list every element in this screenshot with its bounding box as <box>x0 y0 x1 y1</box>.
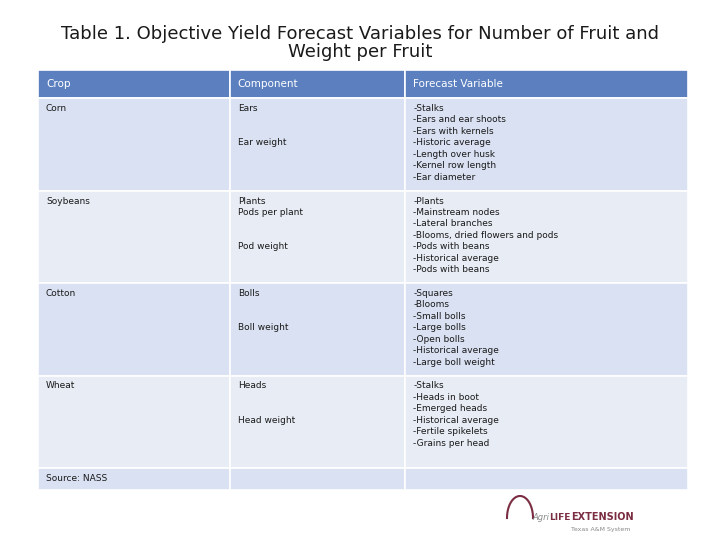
Text: Corn: Corn <box>46 104 67 113</box>
Bar <box>230 375 405 468</box>
Text: Component: Component <box>238 79 298 89</box>
Text: Agri: Agri <box>532 513 549 522</box>
Text: Texas A&M System: Texas A&M System <box>571 527 631 532</box>
Text: Table 1. Objective Yield Forecast Variables for Number of Fruit and: Table 1. Objective Yield Forecast Variab… <box>61 25 659 43</box>
Bar <box>230 70 405 98</box>
Text: Soybeans: Soybeans <box>46 197 90 206</box>
Bar <box>38 70 230 98</box>
Text: Weight per Fruit: Weight per Fruit <box>288 43 432 61</box>
Text: Ears


Ear weight: Ears Ear weight <box>238 104 287 147</box>
Bar <box>38 283 230 375</box>
Bar <box>405 70 688 98</box>
Bar <box>38 191 230 283</box>
Text: Forecast Variable: Forecast Variable <box>413 79 503 89</box>
Bar <box>38 375 230 468</box>
Text: -Plants
-Mainstream nodes
-Lateral branches
-Blooms, dried flowers and pods
-Pod: -Plants -Mainstream nodes -Lateral branc… <box>413 197 559 274</box>
Text: LIFE: LIFE <box>549 513 570 522</box>
Bar <box>405 468 688 490</box>
Text: Bolls


Boll weight: Bolls Boll weight <box>238 289 288 332</box>
Text: Crop: Crop <box>46 79 71 89</box>
Bar <box>230 468 405 490</box>
Text: -Squares
-Blooms
-Small bolls
-Large bolls
-Open bolls
-Historical average
-Larg: -Squares -Blooms -Small bolls -Large bol… <box>413 289 499 367</box>
Text: Heads


Head weight: Heads Head weight <box>238 381 295 425</box>
Text: Cotton: Cotton <box>46 289 76 298</box>
Bar <box>230 283 405 375</box>
Bar <box>230 191 405 283</box>
Text: -Stalks
-Heads in boot
-Emerged heads
-Historical average
-Fertile spikelets
-Gr: -Stalks -Heads in boot -Emerged heads -H… <box>413 381 499 448</box>
Text: Source: NASS: Source: NASS <box>46 474 107 483</box>
Bar <box>405 191 688 283</box>
Text: Wheat: Wheat <box>46 381 76 390</box>
Text: -Stalks
-Ears and ear shoots
-Ears with kernels
-Historic average
-Length over h: -Stalks -Ears and ear shoots -Ears with … <box>413 104 506 181</box>
Bar <box>405 98 688 191</box>
Bar <box>230 98 405 191</box>
Bar <box>405 283 688 375</box>
Bar <box>38 468 230 490</box>
Text: EXTENSION: EXTENSION <box>571 512 634 522</box>
Bar <box>38 98 230 191</box>
Text: Plants
Pods per plant


Pod weight: Plants Pods per plant Pod weight <box>238 197 302 251</box>
Bar <box>405 375 688 468</box>
